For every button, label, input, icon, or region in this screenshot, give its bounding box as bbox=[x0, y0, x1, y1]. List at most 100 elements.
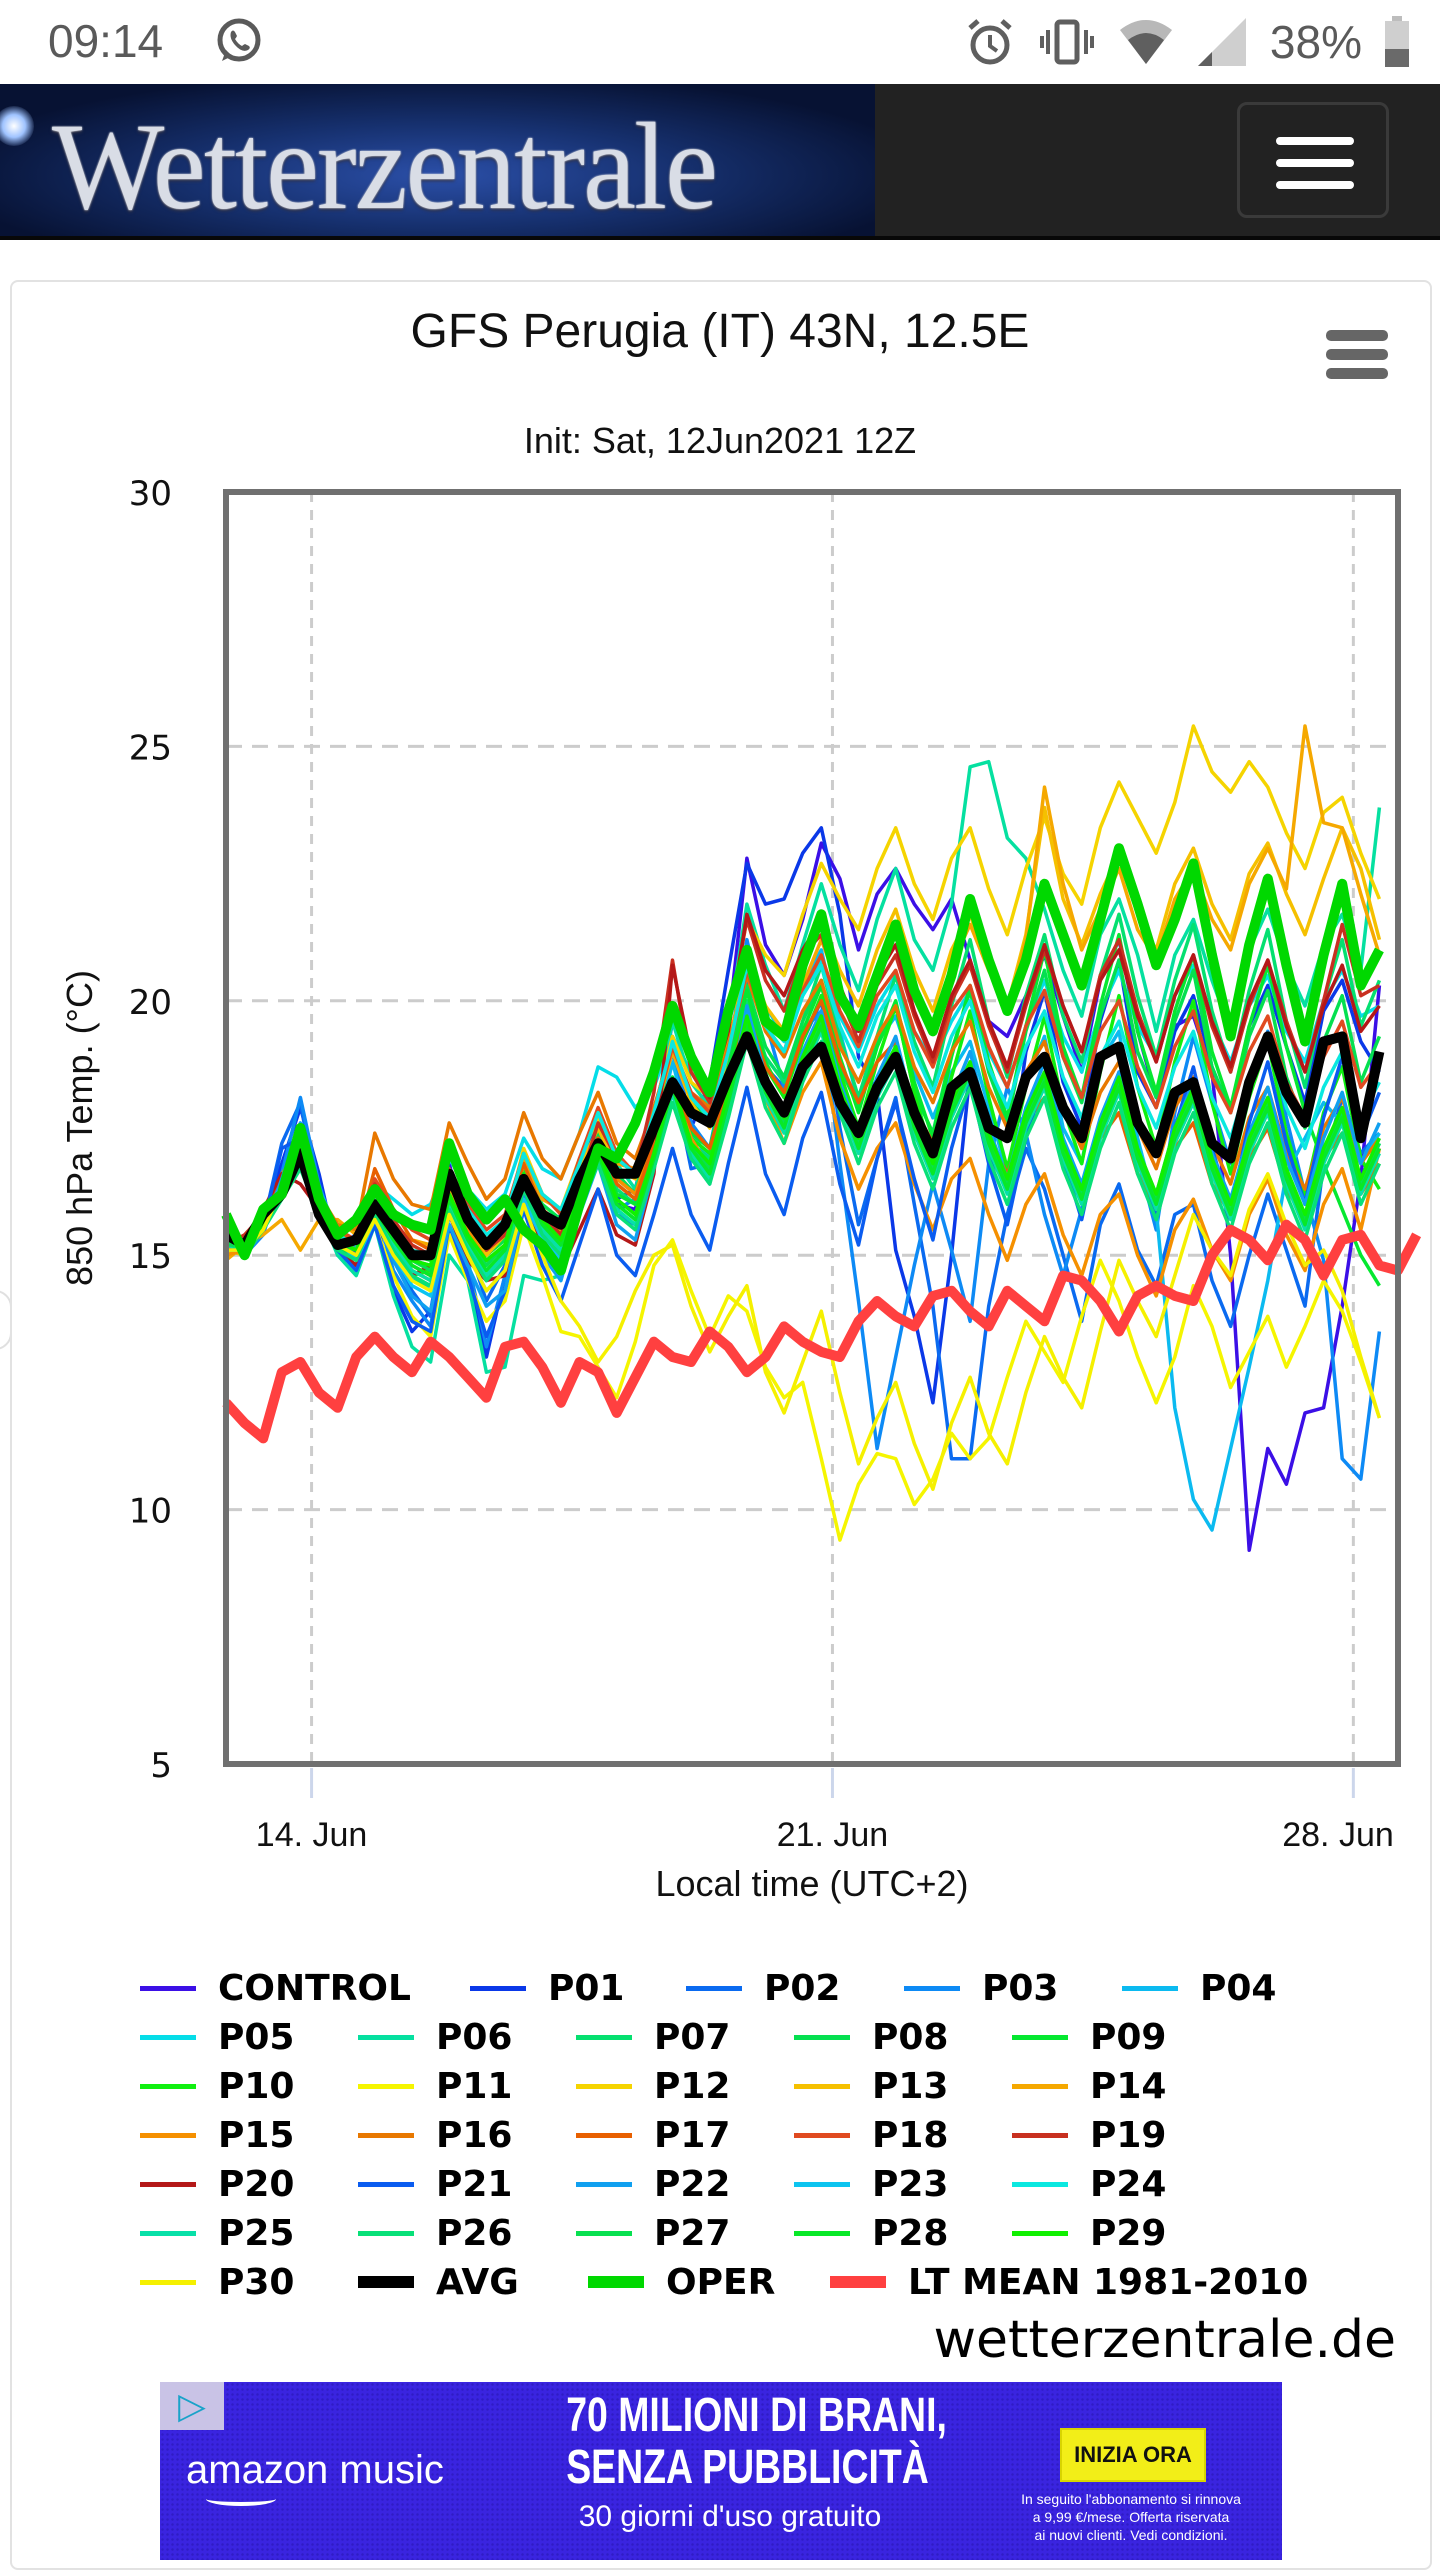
legend-item[interactable]: P08 bbox=[794, 2014, 948, 2060]
ad-fine-print-line: ai nuovi clienti. Vedi condizioni. bbox=[1034, 2527, 1228, 2543]
legend-item[interactable]: P07 bbox=[576, 2014, 730, 2060]
series-line-avg[interactable] bbox=[223, 1031, 1385, 1261]
legend-item[interactable]: P02 bbox=[686, 1965, 840, 2011]
legend-label: P18 bbox=[872, 2114, 949, 2156]
legend-item[interactable]: P01 bbox=[470, 1965, 624, 2011]
logo-flare bbox=[0, 106, 34, 146]
legend-item[interactable]: P13 bbox=[794, 2063, 948, 2109]
series-line-p29[interactable] bbox=[225, 1014, 1381, 1268]
legend-label: P13 bbox=[872, 2065, 949, 2107]
legend-item[interactable]: P09 bbox=[1012, 2014, 1166, 2060]
legend-item[interactable]: P10 bbox=[140, 2063, 294, 2109]
legend-swatch bbox=[576, 2034, 632, 2040]
legend-item[interactable]: P17 bbox=[576, 2112, 730, 2158]
ad-fine-print-line: a 9,99 €/mese. Offerta riservata bbox=[1032, 2509, 1230, 2525]
legend-swatch bbox=[576, 2230, 632, 2236]
series-line-p30[interactable] bbox=[226, 1156, 1382, 1491]
legend-item[interactable]: AVG bbox=[358, 2259, 519, 2305]
legend-swatch bbox=[576, 2132, 632, 2138]
legend-item[interactable]: P15 bbox=[140, 2112, 294, 2158]
vibrate-icon bbox=[1039, 19, 1094, 65]
legend-item[interactable]: P06 bbox=[358, 2014, 512, 2060]
legend-label: P04 bbox=[1200, 1967, 1277, 2009]
chart-context-menu-button[interactable] bbox=[1326, 330, 1388, 380]
legend-swatch bbox=[140, 2181, 196, 2187]
y-tick-label: 10 bbox=[129, 1492, 172, 1532]
series-line-p26[interactable] bbox=[224, 1039, 1381, 1288]
legend-item[interactable]: LT MEAN 1981-2010 bbox=[830, 2259, 1308, 2305]
legend-item[interactable]: P14 bbox=[1012, 2063, 1166, 2109]
alarm-icon bbox=[968, 19, 1012, 65]
legend-item[interactable]: P12 bbox=[576, 2063, 730, 2109]
nav-menu-button[interactable] bbox=[1237, 102, 1389, 218]
hamburger-icon-bar bbox=[1326, 368, 1388, 379]
legend-item[interactable]: P28 bbox=[794, 2210, 948, 2256]
x-tick-label: 21. Jun bbox=[777, 1816, 889, 1854]
series-line-lt-mean-1981-2010[interactable] bbox=[222, 1219, 1422, 1444]
play-triangle-icon[interactable]: ▷ bbox=[160, 2382, 224, 2430]
legend-label: LT MEAN 1981-2010 bbox=[908, 2261, 1309, 2303]
legend-item[interactable]: P18 bbox=[794, 2112, 948, 2158]
legend-swatch bbox=[686, 1985, 742, 1991]
legend-item[interactable]: P05 bbox=[140, 2014, 294, 2060]
legend-label: P11 bbox=[436, 2065, 513, 2107]
hamburger-icon bbox=[1276, 137, 1354, 145]
legend-swatch bbox=[140, 2230, 196, 2236]
series-line-p17[interactable] bbox=[225, 999, 1381, 1252]
legend-item[interactable]: CONTROL bbox=[140, 1965, 411, 2011]
legend-item[interactable]: P29 bbox=[1012, 2210, 1166, 2256]
logo-text: Wetterzentrale bbox=[52, 98, 718, 235]
watermark: wetterzentrale.de bbox=[933, 2310, 1396, 2370]
ad-banner[interactable]: ▷ amazon music 70 MILIONI DI BRANI, SENZ… bbox=[160, 2382, 1282, 2560]
series-line-p06[interactable] bbox=[225, 759, 1382, 1374]
ad-headline: 70 MILIONI DI BRANI, SENZA PUBBLICITÀ bbox=[566, 2390, 947, 2494]
legend-swatch bbox=[470, 1985, 526, 1991]
legend-item[interactable]: P11 bbox=[358, 2063, 512, 2109]
legend-item[interactable]: P21 bbox=[358, 2161, 512, 2207]
legend-item[interactable]: P26 bbox=[358, 2210, 512, 2256]
legend-item[interactable]: P23 bbox=[794, 2161, 948, 2207]
y-tick-label: 25 bbox=[129, 728, 172, 768]
legend-label: P16 bbox=[436, 2114, 513, 2156]
series-line-oper[interactable] bbox=[221, 843, 1384, 1276]
legend-item[interactable]: P30 bbox=[140, 2259, 294, 2305]
legend-item[interactable]: P27 bbox=[576, 2210, 730, 2256]
x-tick-label: 14. Jun bbox=[256, 1816, 368, 1854]
legend-swatch bbox=[140, 2279, 196, 2285]
legend-label: P24 bbox=[1090, 2163, 1167, 2205]
status-time: 09:14 bbox=[48, 15, 164, 67]
series-lines bbox=[221, 724, 1422, 1553]
legend-swatch bbox=[358, 2181, 414, 2187]
legend-item[interactable]: P25 bbox=[140, 2210, 294, 2256]
y-tick-labels: 5 10 15 20 25 30 bbox=[129, 474, 172, 1786]
legend-label: P30 bbox=[218, 2261, 295, 2303]
legend-swatch bbox=[576, 2181, 632, 2187]
legend-item[interactable]: OPER bbox=[588, 2259, 775, 2305]
site-logo[interactable]: Wetterzentrale bbox=[0, 84, 875, 236]
x-axis-label: Local time (UTC+2) bbox=[655, 1863, 968, 1904]
legend-swatch bbox=[1012, 2083, 1068, 2089]
legend-swatch bbox=[1012, 2034, 1068, 2040]
series-line-p21[interactable] bbox=[225, 1055, 1382, 1339]
legend-swatch bbox=[830, 2276, 886, 2288]
legend-item[interactable]: P20 bbox=[140, 2161, 294, 2207]
legend-item[interactable]: P19 bbox=[1012, 2112, 1166, 2158]
ad-cta-button[interactable]: INIZIA ORA bbox=[1060, 2428, 1206, 2482]
legend-swatch bbox=[358, 2034, 414, 2040]
status-bar: 09:14 38% bbox=[0, 0, 1440, 84]
ad-fine-print: In seguito l'abbonamento si rinnova a 9,… bbox=[986, 2490, 1276, 2544]
legend-swatch bbox=[794, 2230, 850, 2236]
legend-item[interactable]: P04 bbox=[1122, 1965, 1276, 2011]
legend-item[interactable]: P22 bbox=[576, 2161, 730, 2207]
legend-label: P17 bbox=[654, 2114, 731, 2156]
legend-label: P12 bbox=[654, 2065, 731, 2107]
series-line-p18[interactable] bbox=[225, 953, 1381, 1252]
legend-item[interactable]: P16 bbox=[358, 2112, 512, 2158]
chart-plot: 5 10 15 20 25 30 14. Jun 21. Jun 28. Jun 850 hP… bbox=[59, 474, 1422, 1904]
legend-item[interactable]: P24 bbox=[1012, 2161, 1166, 2207]
legend-label: P29 bbox=[1090, 2212, 1167, 2254]
legend-label: P23 bbox=[872, 2163, 949, 2205]
legend-item[interactable]: P03 bbox=[904, 1965, 1058, 2011]
legend-swatch bbox=[140, 2132, 196, 2138]
legend-label: P08 bbox=[872, 2016, 949, 2058]
